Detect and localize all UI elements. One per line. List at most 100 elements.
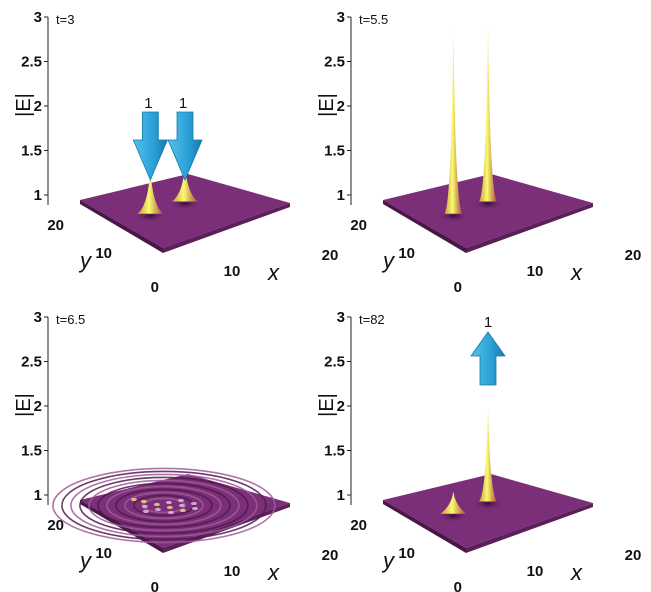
time-label: t=6.5 <box>56 312 85 327</box>
y-tick-label: 0 <box>151 579 159 592</box>
ripple-ring <box>115 488 213 523</box>
peak-spike <box>137 167 164 214</box>
arrow-down-icon <box>167 111 203 182</box>
z-axis-label: |E| <box>13 393 35 417</box>
z-tick-label: 2 <box>337 98 345 115</box>
y-tick-label: 10 <box>95 245 112 262</box>
ripple-speckle <box>153 502 160 507</box>
time-label: t=5.5 <box>359 12 388 27</box>
x-tick-label: 20 <box>322 547 339 564</box>
z-tick-label: 3 <box>34 309 42 326</box>
y-tick-label: 20 <box>47 217 64 234</box>
peak-spike <box>479 407 497 502</box>
time-label: t=3 <box>56 12 74 27</box>
z-tick-label: 3 <box>337 309 345 326</box>
ripple-speckle <box>130 497 137 502</box>
x-tick-label: 10 <box>527 563 544 580</box>
surface-edge-left <box>80 200 163 253</box>
z-tick-label: 2.5 <box>324 54 345 71</box>
surface-edge-right <box>466 503 593 553</box>
surface-edge-left <box>383 500 466 553</box>
surface-plane <box>80 174 290 248</box>
peak-spike <box>444 29 463 214</box>
x-axis-label: x <box>267 260 280 285</box>
ripple-ring <box>133 494 195 517</box>
z-axis-label: |E| <box>316 393 338 417</box>
arrow-label: 1 <box>144 95 152 112</box>
surface-edge-left <box>383 200 466 253</box>
z-tick-label: 1.5 <box>324 443 345 460</box>
x-axis-label: x <box>267 560 280 585</box>
ripple-ring <box>52 467 276 544</box>
peak-spike <box>440 491 467 514</box>
y-axis-label: y <box>78 548 93 573</box>
ripple-ring <box>106 485 222 526</box>
ripple-speckle <box>166 505 173 510</box>
z-tick-label: 1 <box>34 487 42 504</box>
z-tick-label: 1 <box>337 187 345 204</box>
z-tick-label: 1 <box>34 187 42 204</box>
y-tick-label: 10 <box>398 245 415 262</box>
z-tick-label: 1.5 <box>324 143 345 160</box>
ripple-ring <box>61 470 267 541</box>
z-tick-label: 1.5 <box>21 143 42 160</box>
x-axis-label: x <box>570 260 583 285</box>
ripple-speckle <box>154 507 161 512</box>
y-tick-label: 0 <box>454 279 462 296</box>
z-tick-label: 2.5 <box>21 354 42 371</box>
y-tick-label: 10 <box>398 545 415 562</box>
ripple-speckle <box>142 509 149 514</box>
y-tick-label: 0 <box>151 279 159 296</box>
x-axis-label: x <box>570 560 583 585</box>
z-tick-label: 2.5 <box>21 54 42 71</box>
ripple-speckle <box>177 498 184 503</box>
surface-edge-right <box>466 203 593 253</box>
y-axis-label: y <box>381 548 396 573</box>
ripple-speckle <box>179 508 186 513</box>
surface-edge-right <box>163 203 290 253</box>
z-tick-label: 2 <box>34 98 42 115</box>
x-tick-label: 20 <box>322 247 339 264</box>
arrow-label: 1 <box>179 95 187 112</box>
ripple-speckle <box>191 506 198 511</box>
ripple-speckle <box>165 500 172 505</box>
peak-spike <box>479 27 497 202</box>
y-tick-label: 20 <box>350 217 367 234</box>
time-label: t=82 <box>359 312 385 327</box>
y-tick-label: 20 <box>350 517 367 534</box>
arrow-label: 1 <box>484 314 492 331</box>
z-tick-label: 2 <box>337 398 345 415</box>
x-tick-label: 20 <box>625 547 642 564</box>
ripple-ring <box>88 479 240 532</box>
ripple-ring <box>79 476 249 535</box>
x-tick-label: 10 <box>224 263 241 280</box>
x-tick-label: 10 <box>527 263 544 280</box>
ripple-ring <box>97 482 231 529</box>
y-axis-label: y <box>78 248 93 273</box>
arrow-down-icon <box>132 111 168 182</box>
ripple-speckle <box>190 501 197 506</box>
z-tick-label: 3 <box>337 9 345 26</box>
ripple-ring <box>70 473 258 538</box>
z-tick-label: 2.5 <box>324 354 345 371</box>
z-tick-label: 1.5 <box>21 443 42 460</box>
ripple-speckle <box>140 499 147 504</box>
ripple-ring <box>124 491 204 520</box>
x-tick-label: 10 <box>224 563 241 580</box>
ripple-speckle <box>167 510 174 515</box>
y-axis-label: y <box>381 248 396 273</box>
ripple-speckle <box>141 504 148 509</box>
x-tick-label: 20 <box>625 247 642 264</box>
y-tick-label: 0 <box>454 579 462 592</box>
z-tick-label: 1 <box>337 487 345 504</box>
ripple-speckle <box>178 503 185 508</box>
z-axis-label: |E| <box>316 93 338 117</box>
y-tick-label: 20 <box>47 517 64 534</box>
peak-spike <box>172 165 198 202</box>
surface-plane <box>383 474 593 548</box>
z-tick-label: 2 <box>34 398 42 415</box>
